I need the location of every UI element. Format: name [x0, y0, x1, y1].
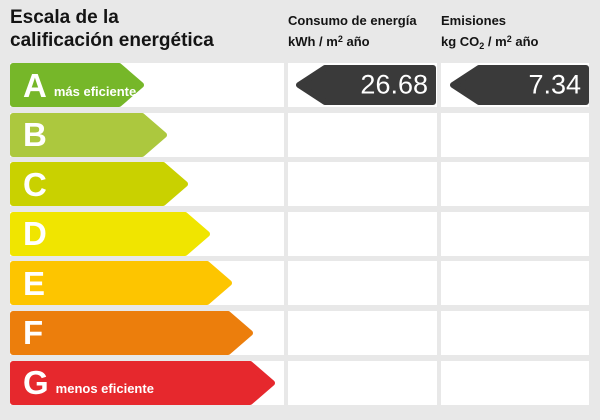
rating-letter: E — [23, 264, 46, 302]
rating-arrow: D — [10, 211, 210, 256]
consumo-column-header: Consumo de energía kWh / m2 año — [288, 12, 417, 51]
rating-note: menos eficiente — [55, 381, 154, 397]
scale-cell: B — [10, 112, 284, 157]
consumo-value-badge: 26.68 — [296, 65, 436, 105]
rating-arrow-content: G menos eficiente — [10, 361, 275, 405]
emisiones-header-label: Emisiones — [441, 13, 507, 28]
page-title: Escala de la calificación energética — [10, 6, 214, 52]
emisiones-cell — [441, 310, 589, 355]
emisiones-header-unit: kg CO2 / m2 año — [441, 34, 539, 51]
rating-arrow-shape — [10, 360, 275, 405]
consumo-value: 26.68 — [360, 69, 428, 100]
rating-letter: B — [23, 116, 47, 154]
rating-arrow-content: F — [10, 311, 253, 355]
emisiones-value: 7.34 — [528, 69, 581, 100]
rating-arrow-shape — [10, 112, 167, 157]
left-arrow-badge-icon — [450, 65, 589, 105]
rating-arrow: B — [10, 112, 167, 157]
scale-cell: G menos eficiente — [10, 360, 284, 405]
rating-letter: F — [23, 314, 44, 352]
rating-arrow-shape — [10, 211, 210, 256]
consumo-cell — [288, 360, 437, 405]
scale-cell: A más eficiente — [10, 63, 284, 107]
scale-row: C — [0, 162, 600, 207]
emisiones-cell — [441, 360, 589, 405]
consumo-header-unit: kWh / m2 año — [288, 34, 370, 49]
rating-arrow-content: A más eficiente — [10, 63, 144, 107]
consumo-header-label: Consumo de energía — [288, 13, 417, 28]
scale-row: B — [0, 112, 600, 157]
rating-arrow-shape — [10, 310, 253, 355]
consumo-cell — [288, 112, 437, 157]
rating-arrow: A más eficiente — [10, 63, 144, 107]
rating-arrow: F — [10, 310, 253, 355]
rating-arrow-content: C — [10, 162, 188, 206]
rating-arrow: G menos eficiente — [10, 360, 275, 405]
rating-letter: C — [23, 165, 47, 203]
emisiones-value-badge: 7.34 — [450, 65, 589, 105]
scale-row: E — [0, 261, 600, 306]
rating-arrow-shape — [10, 162, 188, 207]
page-title-line1: Escala de la — [10, 7, 119, 28]
emisiones-cell — [441, 261, 589, 306]
consumo-cell — [288, 211, 437, 256]
rating-arrow: E — [10, 261, 232, 306]
rating-arrow-content: B — [10, 113, 167, 157]
emisiones-cell — [441, 162, 589, 207]
consumo-cell — [288, 162, 437, 207]
scale-cell: D — [10, 211, 284, 256]
rating-arrow: C — [10, 162, 188, 207]
scale-row: D — [0, 211, 600, 256]
emisiones-cell — [441, 112, 589, 157]
scale-rows: A más eficiente B — [0, 63, 600, 405]
page-title-line2: calificación energética — [10, 30, 214, 51]
rating-arrow-content: D — [10, 212, 210, 256]
scale-cell: C — [10, 162, 284, 207]
left-arrow-badge-icon — [296, 65, 436, 105]
scale-cell: E — [10, 261, 284, 306]
rating-arrow-shape — [10, 63, 144, 107]
rating-letter: A — [23, 66, 47, 104]
consumo-cell — [288, 310, 437, 355]
emisiones-column-header: Emisiones kg CO2 / m2 año — [441, 12, 538, 55]
scale-row: G menos eficiente — [0, 360, 600, 405]
consumo-cell — [288, 261, 437, 306]
rating-letter: G — [23, 364, 49, 402]
rating-note: más eficiente — [53, 83, 137, 99]
scale-row: F — [0, 310, 600, 355]
scale-cell: F — [10, 310, 284, 355]
rating-arrow-shape — [10, 261, 232, 306]
emisiones-cell — [441, 211, 589, 256]
rating-arrow-content: E — [10, 261, 232, 305]
rating-letter: D — [23, 215, 47, 253]
